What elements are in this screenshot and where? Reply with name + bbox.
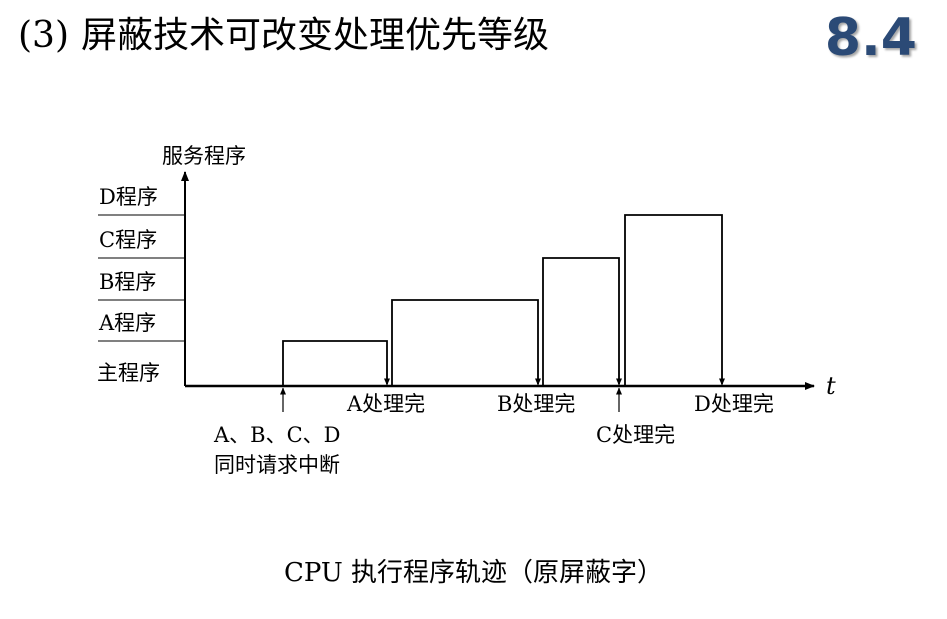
a-done-label: A处理完 [346, 392, 425, 416]
level-label-d: D程序 [99, 185, 158, 209]
b-program-step [391, 299, 539, 386]
a-program-step [282, 340, 388, 386]
d-done-label: D处理完 [694, 392, 774, 416]
b-done-label: B处理完 [497, 392, 575, 416]
title-number: (3) [18, 15, 69, 56]
figure-caption: CPU 执行程序轨迹（原屏蔽字） [283, 558, 664, 588]
level-label-a: A程序 [98, 311, 156, 335]
request-label-line2: 同时请求中断 [214, 453, 340, 477]
slide-title: (3) 屏蔽技术可改变处理优先等级 [18, 14, 549, 58]
d-program-step [624, 214, 723, 386]
level-label-c: C程序 [99, 228, 157, 252]
request-label-line1: A、B、C、D [213, 423, 341, 447]
x-axis-label: t [826, 372, 836, 400]
level-label-main: 主程序 [97, 361, 160, 385]
title-text: 屏蔽技术可改变处理优先等级 [81, 15, 550, 56]
level-label-b: B程序 [99, 270, 156, 294]
c-done-label: C处理完 [596, 423, 675, 447]
y-axis-label: 服务程序 [162, 144, 246, 168]
section-number: 8.4 [824, 8, 917, 68]
c-program-step [542, 257, 620, 386]
